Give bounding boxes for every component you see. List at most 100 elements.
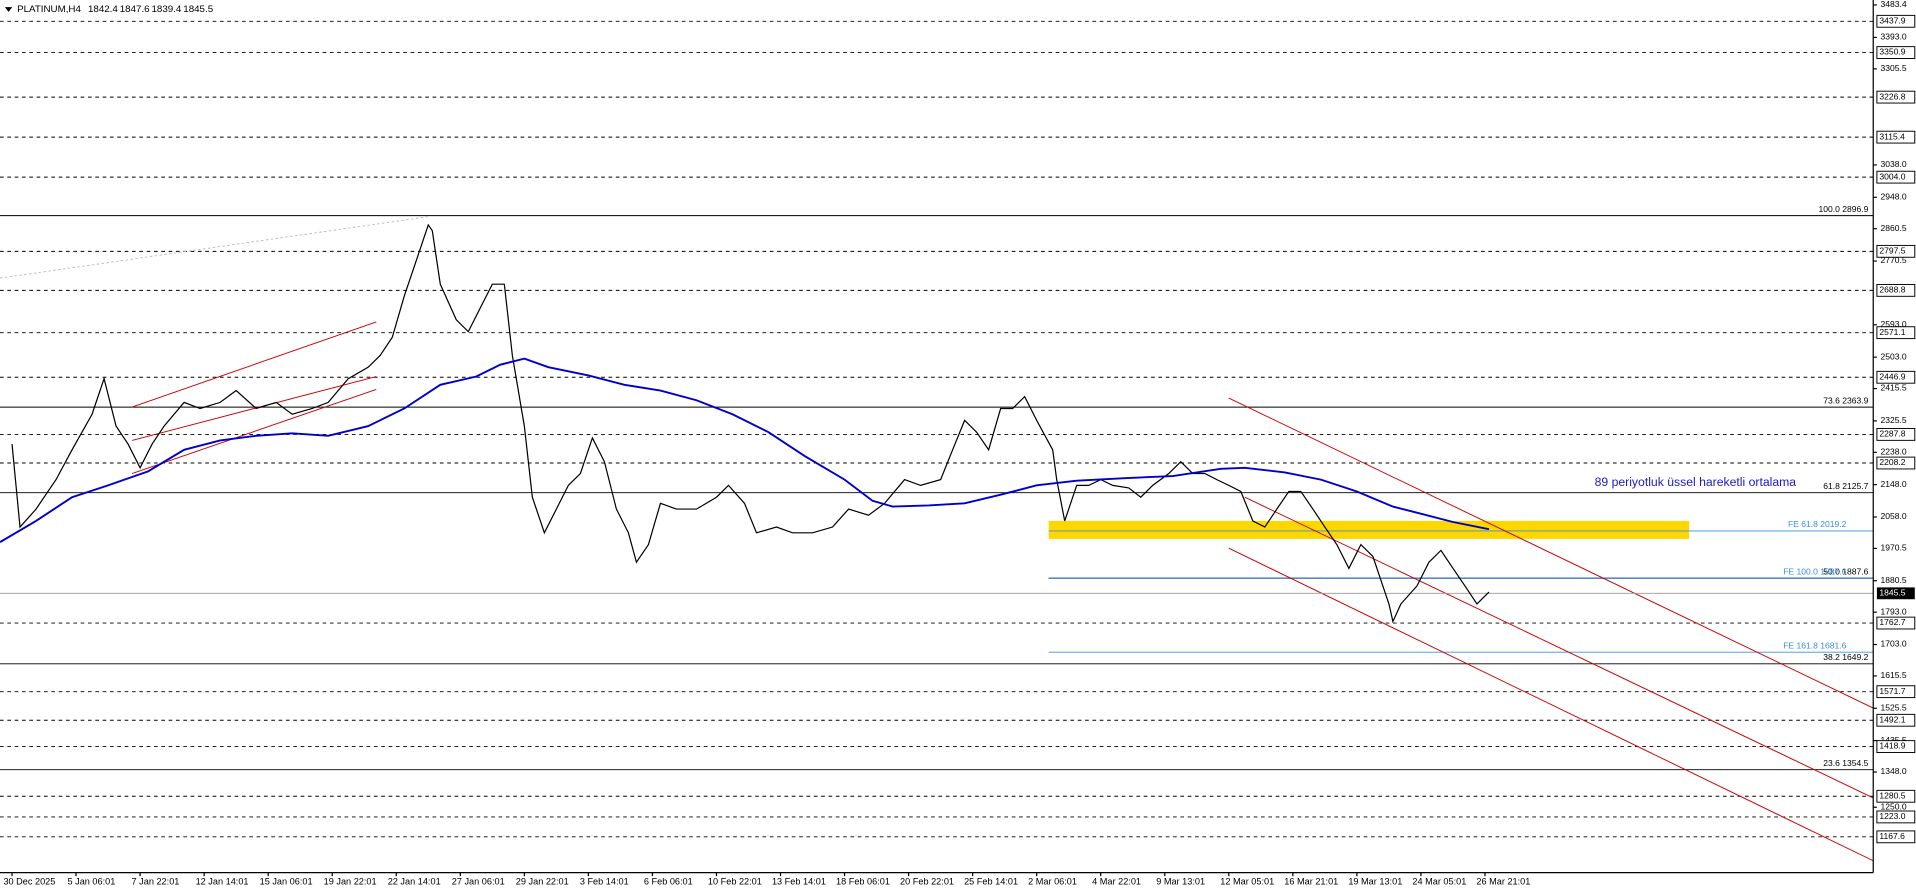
level-box (1876, 283, 1916, 297)
level-box (1876, 170, 1916, 184)
trendline (131, 321, 377, 408)
level-label: 1167.6 (1879, 831, 1905, 841)
trendline (1228, 397, 1874, 709)
y-tick-label: 2593.0 (1881, 319, 1907, 329)
y-tick-label: 2415.5 (1881, 383, 1907, 393)
fib-label: 73.6 2363.9 (1823, 395, 1868, 405)
level-label: 1762.7 (1879, 617, 1905, 627)
y-tick-label: 2238.0 (1881, 447, 1907, 457)
level-box (1876, 810, 1916, 824)
x-tick-label: 19 Jan 22:01 (324, 877, 377, 887)
level-label: 2797.5 (1879, 246, 1905, 256)
level-box (1876, 244, 1916, 258)
level-box (1876, 428, 1916, 441)
level-box (1876, 456, 1916, 470)
level-box (1876, 830, 1916, 844)
header: PLATINUM,H4 1842.4 1847.6 1839.4 1845.5 (4, 4, 213, 15)
level-box (1876, 90, 1916, 104)
level-box (1876, 685, 1916, 699)
y-tick-label: 2860.5 (1881, 223, 1907, 233)
x-tick-label: 27 Jan 06:01 (452, 877, 505, 887)
level-label: 1223.0 (1879, 811, 1905, 821)
level-label: 2446.9 (1879, 372, 1905, 382)
level-box (1876, 789, 1916, 803)
high: 1847.6 (120, 4, 150, 15)
level-box (1876, 370, 1916, 384)
x-tick-label: 19 Mar 13:01 (1348, 877, 1402, 887)
trendline (1244, 496, 1874, 799)
zone (1048, 520, 1690, 539)
x-tick-label: 24 Mar 05:01 (1412, 877, 1466, 887)
level-label: 3004.0 (1879, 171, 1905, 181)
fib-label: 38.2 1649.2 (1823, 652, 1868, 662)
x-tick-label: 15 Jan 06:01 (260, 877, 313, 887)
level-label: 3226.8 (1879, 91, 1905, 101)
current-price-label: 1845.5 (1879, 588, 1905, 598)
x-tick-label: 29 Jan 22:01 (516, 877, 569, 887)
trendline (1228, 547, 1874, 862)
trendline (0, 216, 429, 279)
x-tick-label: 5 Jan 06:01 (67, 877, 115, 887)
level-label: 2571.1 (1879, 327, 1905, 337)
x-tick-label: 3 Feb 14:01 (580, 877, 629, 887)
x-tick-label: 18 Feb 06:01 (836, 877, 890, 887)
level-box (1876, 46, 1916, 59)
level-label: 3115.4 (1879, 131, 1905, 141)
fe-label: FE 100.0 1887.6 (1783, 567, 1846, 577)
close: 1845.5 (183, 4, 213, 15)
y-tick-label: 1525.5 (1881, 703, 1907, 713)
level-label: 2688.8 (1879, 285, 1905, 295)
x-tick-label: 7 Jan 22:01 (132, 877, 180, 887)
open: 1842.4 (88, 4, 119, 15)
symbol: PLATINUM,H4 (17, 4, 81, 15)
trendline (131, 389, 377, 474)
level-box (1876, 616, 1916, 630)
y-tick-label: 2148.0 (1881, 479, 1907, 489)
y-tick-label: 1348.0 (1881, 766, 1907, 776)
x-tick-label: 10 Feb 22:01 (708, 877, 762, 887)
y-tick-label: 3038.0 (1881, 159, 1907, 169)
level-label: 3437.9 (1879, 16, 1905, 26)
ema-line (0, 357, 1490, 543)
y-tick-label: 3483.4 (1881, 0, 1907, 9)
y-tick-label: 1793.0 (1881, 606, 1907, 616)
x-tick-label: 9 Mar 13:01 (1156, 877, 1205, 887)
x-tick-label: 22 Jan 14:01 (388, 877, 441, 887)
x-tick-label: 30 Dec 2025 (3, 877, 55, 887)
y-tick-label: 3305.5 (1881, 63, 1907, 73)
x-tick-label: 25 Feb 14:01 (964, 877, 1018, 887)
fe-label: FE 161.8 1681.6 (1783, 641, 1846, 651)
level-box (1876, 713, 1916, 727)
level-label: 1418.9 (1879, 741, 1905, 751)
y-tick-label: 2503.0 (1881, 351, 1907, 361)
fib-label: 100.0 2896.9 (1818, 204, 1868, 214)
level-label: 2287.8 (1879, 429, 1905, 439)
level-label: 1280.5 (1879, 791, 1905, 801)
level-label: 1571.7 (1879, 686, 1905, 696)
fib-label: 23.6 1354.5 (1823, 758, 1868, 768)
low: 1839.4 (152, 4, 183, 15)
current-price-box (1876, 587, 1915, 600)
level-box (1876, 326, 1916, 340)
level-label: 2208.2 (1879, 457, 1905, 467)
y-tick-label: 1435.5 (1881, 735, 1907, 745)
x-tick-label: 12 Jan 14:01 (196, 877, 249, 887)
price-line (11, 223, 1490, 624)
fe-label: FE 61.8 2019.2 (1788, 519, 1847, 529)
trendline (131, 376, 377, 441)
level-box (1876, 14, 1916, 28)
y-tick-label: 1703.0 (1881, 639, 1907, 649)
x-tick-label: 13 Feb 14:01 (772, 877, 826, 887)
x-tick-label: 12 Mar 05:01 (1220, 877, 1274, 887)
level-box (1876, 130, 1916, 144)
plot-area (0, 20, 1874, 862)
x-tick-label: 16 Mar 21:01 (1284, 877, 1338, 887)
annotation: 89 periyotluk üssel hareketli ortalama (1595, 475, 1797, 489)
y-tick-label: 1615.5 (1881, 670, 1907, 680)
y-tick-label: 1880.5 (1881, 575, 1907, 585)
x-tick-label: 2 Mar 06:01 (1028, 877, 1077, 887)
fib-label: 50.0 1887.6 (1823, 567, 1868, 577)
x-tick-label: 4 Mar 22:01 (1092, 877, 1141, 887)
